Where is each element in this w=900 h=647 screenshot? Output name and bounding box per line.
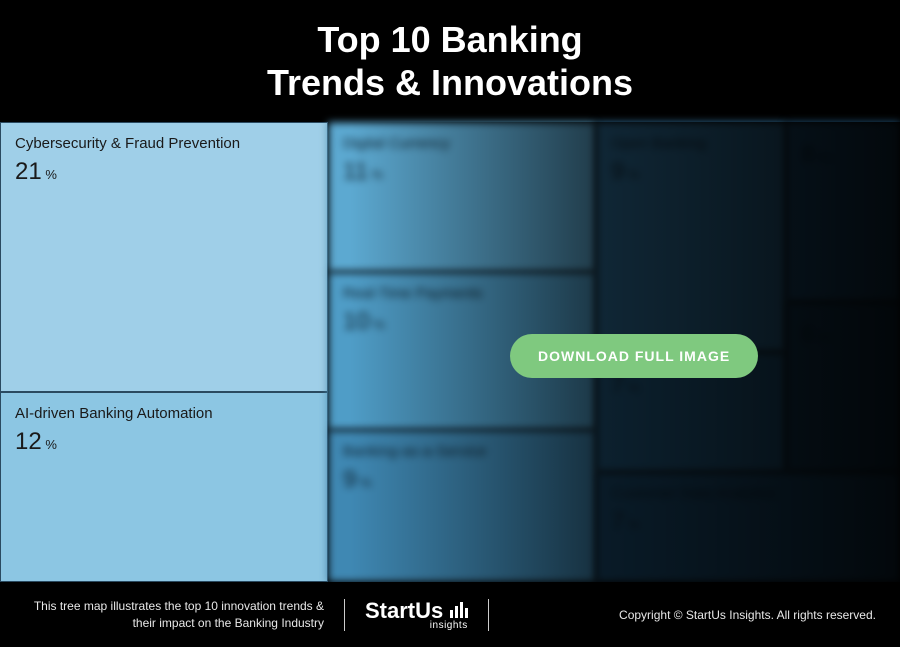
tile-label: Real-Time Payments [343, 285, 581, 302]
treemap-tile: Banking-as-a-Service 9 % [328, 430, 596, 582]
treemap-tile: Customer Data Analytics 7 % [596, 472, 900, 582]
tile-value: 12 % [15, 428, 313, 456]
tile-value: 7 % [611, 508, 885, 536]
tile-label: AI-driven Banking Automation [15, 405, 313, 422]
title-line-1: Top 10 Banking [317, 19, 582, 60]
footer-description: This tree map illustrates the top 10 inn… [24, 598, 324, 632]
treemap-tile: Cybersecurity & Fraud Prevention 21 % [0, 122, 328, 392]
tile-label: Cybersecurity & Fraud Prevention [15, 135, 313, 152]
logo-bars-icon [450, 602, 468, 618]
tile-value: 6 % [801, 321, 885, 349]
tile-value: 21 % [15, 158, 313, 186]
treemap-tile: Open Banking 9 % [596, 122, 786, 352]
footer-divider [344, 599, 345, 631]
treemap-tile: AI-driven Banking Automation 12 % [0, 392, 328, 582]
header: Top 10 Banking Trends & Innovations [0, 0, 900, 122]
tile-label: Customer Data Analytics [611, 485, 885, 502]
treemap-tile: Digital Currency 11 % [328, 122, 596, 272]
tile-value: 9 % [343, 466, 581, 494]
treemap-chart: Cybersecurity & Fraud Prevention 21 % AI-d… [0, 122, 900, 582]
treemap-tile: 6 % [786, 302, 900, 472]
tile-value: 11 % [343, 158, 581, 186]
tile-value: 8 % [801, 141, 885, 169]
tile-label: Digital Currency [343, 135, 581, 152]
startus-insights-logo: StartUs insights [365, 598, 468, 631]
tile-label: Open Banking [611, 135, 771, 152]
treemap-tile: 8 % [786, 122, 900, 302]
footer: This tree map illustrates the top 10 inn… [0, 582, 900, 647]
tile-label: Banking-as-a-Service [343, 443, 581, 460]
tile-value: 9 % [611, 158, 771, 186]
title-line-2: Trends & Innovations [267, 62, 633, 103]
page-title: Top 10 Banking Trends & Innovations [267, 18, 633, 104]
download-full-image-button[interactable]: DOWNLOAD FULL IMAGE [510, 334, 758, 378]
footer-divider [488, 599, 489, 631]
tile-value: 10 % [343, 308, 581, 336]
footer-copyright: Copyright © StartUs Insights. All rights… [619, 608, 876, 622]
